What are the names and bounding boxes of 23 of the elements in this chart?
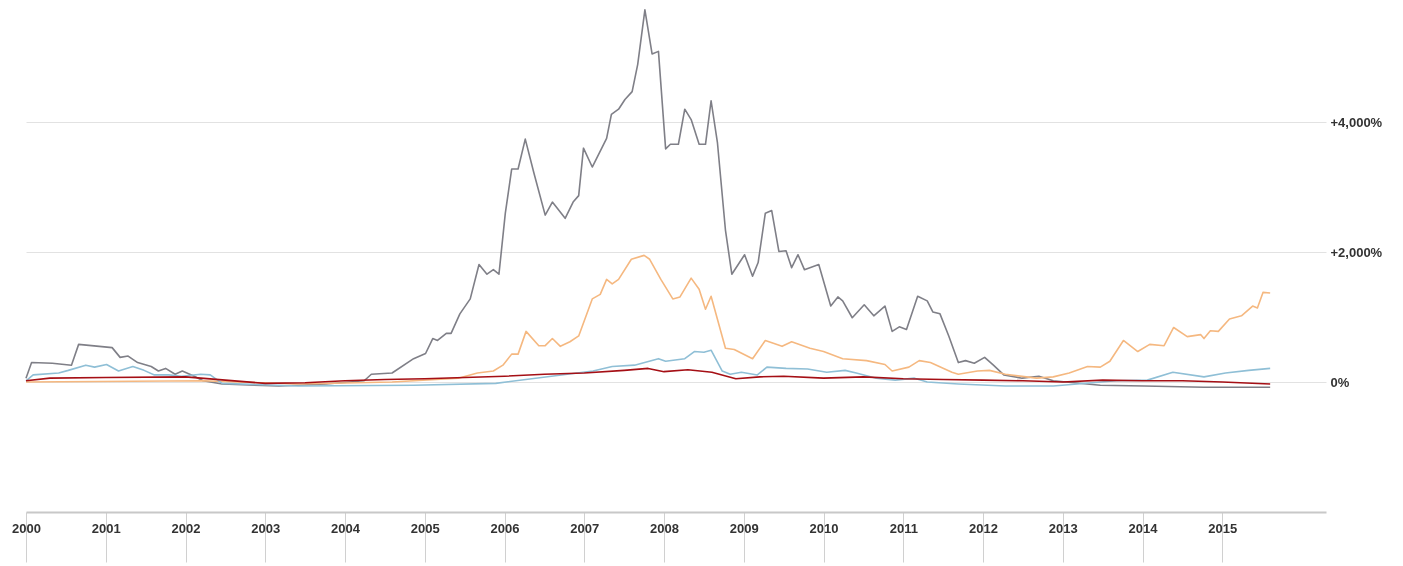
y-tick-label: +4,000%: [1330, 114, 1383, 130]
x-tick-label: 2002: [171, 520, 201, 536]
x-tick-label: 2014: [1128, 520, 1159, 536]
line-series: [25, 367, 1271, 385]
x-tick-label: 2013: [1048, 520, 1078, 536]
x-tick-label: 2012: [969, 520, 999, 536]
line-series: [25, 9, 1271, 389]
x-tick-label: 2004: [331, 520, 361, 536]
y-tick-label: 0%: [1330, 374, 1350, 390]
y-tick-label: +2,000%: [1330, 244, 1383, 260]
x-tick-label: 2001: [91, 520, 121, 536]
x-tick-label: 2015: [1208, 520, 1238, 536]
x-tick-label: 2010: [809, 520, 839, 536]
x-tick-label: 2009: [729, 520, 759, 536]
x-tick-label: 2008: [650, 520, 679, 536]
x-tick-label: 2011: [889, 520, 918, 536]
line-series: [25, 349, 1271, 387]
x-tick-label: 2007: [570, 520, 600, 536]
x-tick-label: 2006: [490, 520, 520, 536]
x-tick-label: 2003: [251, 520, 281, 536]
x-tick-label: 2005: [410, 520, 440, 536]
line-series: [25, 254, 1271, 385]
x-tick-label: 2000: [12, 520, 41, 536]
